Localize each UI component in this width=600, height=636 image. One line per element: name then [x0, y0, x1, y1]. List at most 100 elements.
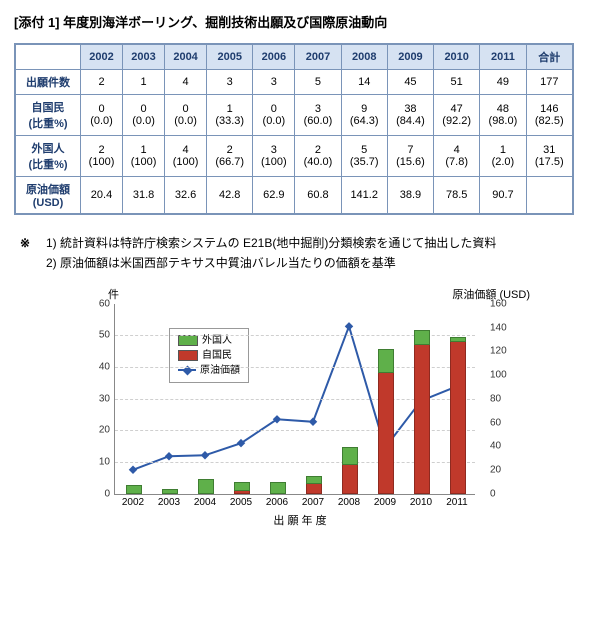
y-left-tick: 50	[70, 330, 110, 341]
bar-domestic	[342, 463, 358, 494]
table-cell: 4(100)	[165, 136, 207, 177]
x-tick: 2003	[158, 497, 180, 508]
table-cell: 2	[81, 70, 123, 95]
year-header: 2007	[295, 44, 341, 70]
data-table: 2002200320042005200620072008200920102011…	[14, 43, 574, 215]
oil-marker	[309, 417, 317, 425]
table-cell: 45	[387, 70, 433, 95]
x-tick: 2008	[338, 497, 360, 508]
table-cell: 5(35.7)	[341, 136, 387, 177]
y-left-tick: 20	[70, 425, 110, 436]
table-cell: 62.9	[253, 177, 295, 215]
table-cell: 49	[480, 70, 526, 95]
year-header: 2003	[123, 44, 165, 70]
table-cell: 47(92.2)	[434, 95, 480, 136]
table-cell: 90.7	[480, 177, 526, 215]
table-cell: 32.6	[165, 177, 207, 215]
chart: 件 原油価額 (USD) 外国人 自国民 原油価額 20022003200420…	[70, 286, 530, 526]
year-header: 2009	[387, 44, 433, 70]
y-left-tick: 30	[70, 393, 110, 404]
x-tick: 2002	[122, 497, 144, 508]
year-header: 2006	[253, 44, 295, 70]
table-cell: 141.2	[341, 177, 387, 215]
table-cell: 38(84.4)	[387, 95, 433, 136]
table-cell: 5	[295, 70, 341, 95]
x-tick: 2010	[410, 497, 432, 508]
table-cell: 9(64.3)	[341, 95, 387, 136]
table-cell: 31.8	[123, 177, 165, 215]
table-cell: 42.8	[207, 177, 253, 215]
bar-foreign	[306, 476, 322, 484]
note-mark: ※	[20, 233, 46, 274]
y-left-tick: 10	[70, 457, 110, 468]
bar-foreign	[126, 485, 142, 493]
year-header: 2010	[434, 44, 480, 70]
x-tick: 2006	[266, 497, 288, 508]
row-header: 自国民(比重%)	[15, 95, 81, 136]
table-cell: 78.5	[434, 177, 480, 215]
x-tick: 2007	[302, 497, 324, 508]
table-cell: 1	[123, 70, 165, 95]
bar-domestic	[414, 343, 430, 494]
table-cell: 4(7.8)	[434, 136, 480, 177]
oil-marker	[129, 465, 137, 473]
row-header: 外国人(比重%)	[15, 136, 81, 177]
table-cell: 7(15.6)	[387, 136, 433, 177]
row-header: 出願件数	[15, 70, 81, 95]
table-cell: 0(0.0)	[253, 95, 295, 136]
x-tick: 2011	[446, 497, 468, 508]
note-2: 2) 原油価額は米国西部テキサス中質油バレル当たりの価額を基準	[46, 253, 580, 273]
oil-marker	[201, 451, 209, 459]
table-cell: 0(0.0)	[165, 95, 207, 136]
table-cell: 48(98.0)	[480, 95, 526, 136]
x-tick: 2009	[374, 497, 396, 508]
y-right-tick: 80	[490, 393, 530, 404]
bar-foreign	[414, 330, 430, 345]
table-cell: 3	[207, 70, 253, 95]
table-cell: 177	[526, 70, 573, 95]
y-right-tick: 60	[490, 417, 530, 428]
table-cell: 31(17.5)	[526, 136, 573, 177]
bar-domestic	[378, 371, 394, 493]
y-right-tick: 120	[490, 346, 530, 357]
note-1: 1) 統計資料は特許庁検索システムの E21B(地中掘削)分類検索を通じて抽出し…	[46, 233, 580, 253]
x-axis-title: 出 願 年 度	[70, 512, 530, 528]
table-cell: 60.8	[295, 177, 341, 215]
year-header: 2004	[165, 44, 207, 70]
total-header: 合計	[526, 44, 573, 70]
table-cell: 14	[341, 70, 387, 95]
oil-marker	[345, 322, 353, 330]
table-cell: 2(66.7)	[207, 136, 253, 177]
bar-foreign	[270, 482, 286, 494]
table-cell: 3	[253, 70, 295, 95]
oil-marker	[165, 452, 173, 460]
bar-foreign	[162, 489, 178, 494]
y-left-tick: 40	[70, 362, 110, 373]
bar-domestic	[450, 340, 466, 494]
bar-foreign	[234, 482, 250, 490]
year-header: 2002	[81, 44, 123, 70]
bar-foreign	[342, 447, 358, 465]
table-cell: 1(2.0)	[480, 136, 526, 177]
table-cell: 4	[165, 70, 207, 95]
footnotes: ※ 1) 統計資料は特許庁検索システムの E21B(地中掘削)分類検索を通じて抽…	[20, 233, 580, 274]
table-cell: 2(100)	[81, 136, 123, 177]
table-cell: 0(0.0)	[123, 95, 165, 136]
row-header: 原油価額(USD)	[15, 177, 81, 215]
table-cell	[526, 177, 573, 215]
table-cell: 51	[434, 70, 480, 95]
year-header: 2011	[480, 44, 526, 70]
y-left-tick: 0	[70, 488, 110, 499]
table-cell: 1(33.3)	[207, 95, 253, 136]
year-header: 2005	[207, 44, 253, 70]
bar-foreign	[450, 337, 466, 342]
bar-foreign	[378, 349, 394, 373]
table-cell: 38.9	[387, 177, 433, 215]
y-right-tick: 40	[490, 441, 530, 452]
table-cell: 20.4	[81, 177, 123, 215]
y-right-tick: 140	[490, 322, 530, 333]
year-header: 2008	[341, 44, 387, 70]
table-cell: 3(60.0)	[295, 95, 341, 136]
x-tick: 2004	[194, 497, 216, 508]
table-cell: 146(82.5)	[526, 95, 573, 136]
